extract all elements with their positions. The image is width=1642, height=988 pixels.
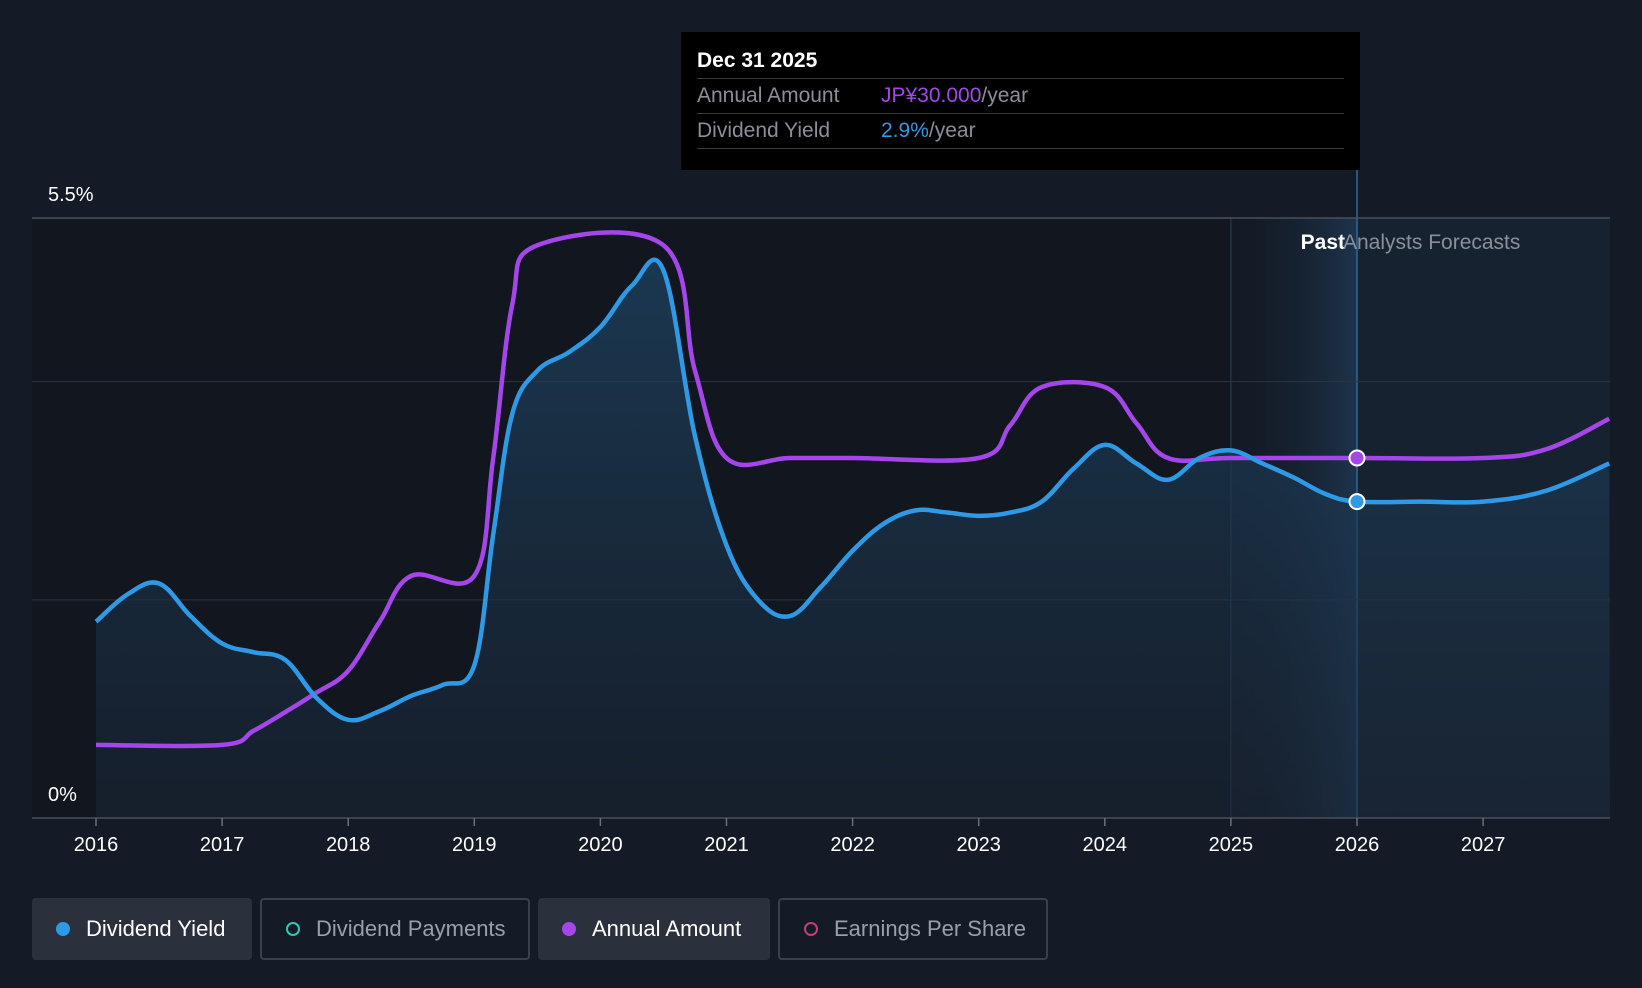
tooltip-yield-label: Dividend Yield [697, 119, 831, 142]
dividend-yield-dot-icon [56, 922, 70, 936]
legend-dividend-payments-label: Dividend Payments [316, 916, 506, 941]
x-tick-label: 2020 [578, 834, 623, 856]
x-tick-label: 2025 [1209, 834, 1254, 856]
y-tick-label-top: 5.5% [48, 184, 94, 206]
x-tick-label: 2027 [1461, 834, 1506, 856]
dividend-yield-area [96, 259, 1610, 818]
annual-amount-dot-icon [562, 922, 576, 936]
tooltip-annual-row: Annual Amount JP¥30.000/year [697, 78, 1344, 113]
x-tick-label: 2016 [74, 834, 119, 856]
dividend-yield-line [94, 257, 1611, 723]
legend-earnings-per-share-label: Earnings Per Share [834, 916, 1026, 941]
annual-amount-marker [1348, 449, 1366, 467]
analysts-forecasts-label: Analysts Forecasts [1343, 231, 1520, 254]
tooltip: Dec 31 2025 Annual Amount JP¥30.000/year … [681, 32, 1360, 170]
y-tick-label-bottom: 0% [48, 784, 77, 806]
legend-dividend-yield[interactable]: Dividend Yield [32, 898, 252, 960]
tooltip-yield-value: 2.9% [881, 119, 929, 142]
x-tick-label: 2017 [200, 834, 245, 856]
legend-dividend-payments[interactable]: Dividend Payments [260, 898, 530, 960]
x-tick-label: 2026 [1335, 834, 1380, 856]
tooltip-annual-value: JP¥30.000 [881, 84, 982, 107]
legend-annual-amount-label: Annual Amount [592, 916, 742, 941]
tooltip-annual-label: Annual Amount [697, 84, 840, 107]
x-tick-label: 2019 [452, 834, 497, 856]
tooltip-yield-suffix: /year [928, 119, 976, 142]
legend-earnings-per-share[interactable]: Earnings Per Share [778, 898, 1048, 960]
x-tick-label: 2023 [956, 834, 1001, 856]
tooltip-annual-suffix: /year [981, 84, 1029, 107]
tooltip-date: Dec 31 2025 [697, 49, 818, 72]
dividend-payments-ring-icon [286, 922, 300, 936]
x-tick-label: 2022 [830, 834, 875, 856]
legend-dividend-yield-label: Dividend Yield [86, 916, 226, 941]
past-label: Past [1301, 231, 1345, 254]
x-tick-label: 2021 [704, 834, 749, 856]
legend-annual-amount[interactable]: Annual Amount [538, 898, 770, 960]
x-tick-label: 2018 [326, 834, 371, 856]
annual-amount-line [95, 230, 1611, 749]
dividend-yield-marker [1348, 493, 1366, 511]
x-tick-label: 2024 [1083, 834, 1128, 856]
tooltip-yield-row: Dividend Yield 2.9%/year [697, 113, 1344, 149]
earnings-per-share-ring-icon [804, 922, 818, 936]
